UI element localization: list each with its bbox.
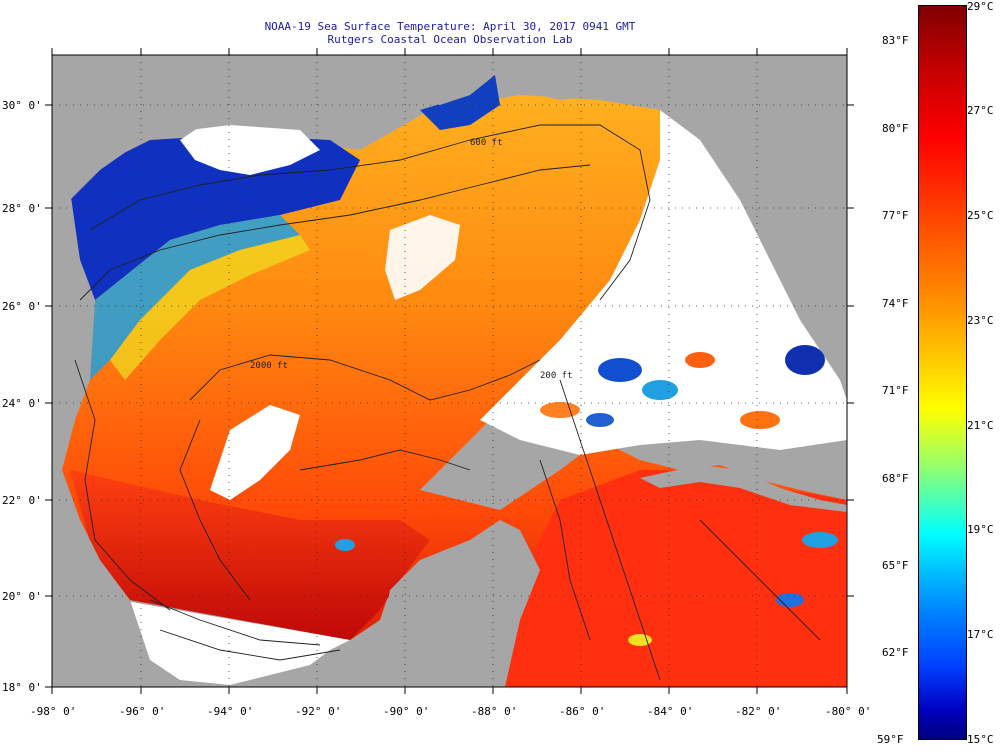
lon-label: -98° 0' <box>30 705 77 718</box>
cloud-east <box>480 110 847 455</box>
lon-label: -92° 0' <box>295 705 342 718</box>
north-coast-land <box>52 55 660 215</box>
lon-label: -84° 0' <box>647 705 694 718</box>
colorbar-c-label: 17°C <box>967 628 994 641</box>
cloud-sw <box>120 600 350 685</box>
florida-peninsula <box>660 55 847 350</box>
green-transition <box>110 235 310 380</box>
bathymetry-contours <box>74 124 821 681</box>
colorbar-c-label: 21°C <box>967 419 994 432</box>
graticule <box>52 55 847 687</box>
map-subtitle: Rutgers Coastal Ocean Observation Lab <box>327 33 573 46</box>
contour-label-600ft: 600 ft <box>470 138 503 148</box>
lon-label: -88° 0' <box>471 705 518 718</box>
cloud-upper <box>385 215 460 300</box>
colorbar-c-label: 29°C <box>967 0 994 13</box>
lon-label: -80° 0' <box>825 705 872 718</box>
lat-label: 24° 0' <box>2 397 42 410</box>
cold-patch-mississippi <box>420 75 500 130</box>
colorbar-c-label: 23°C <box>967 314 994 327</box>
colorbar-f-label: 65°F <box>882 559 909 572</box>
lat-label: 26° 0' <box>2 300 42 313</box>
lat-label: 20° 0' <box>2 590 42 603</box>
colorbar-c-label: 19°C <box>967 523 994 536</box>
colorbar-c-label: 27°C <box>967 104 994 117</box>
contour-label-200ft: 200 ft <box>540 371 573 381</box>
colorbar-f-label: 59°F <box>877 733 904 746</box>
sst-map: 600 ft 2000 ft 200 ft <box>45 48 854 694</box>
lon-label: -82° 0' <box>735 705 782 718</box>
colorbar-f-label: 68°F <box>882 472 909 485</box>
colorbar-f-label: 71°F <box>882 384 909 397</box>
lon-label: -90° 0' <box>383 705 430 718</box>
colorbar-c-label: 15°C <box>967 733 994 746</box>
colorbar-f-label: 83°F <box>882 34 909 47</box>
cold-shelf-north-edge <box>90 215 300 380</box>
lon-label: -94° 0' <box>207 705 254 718</box>
map-frame <box>51 54 848 688</box>
lat-label: 28° 0' <box>2 202 42 215</box>
cuba-land <box>640 465 847 512</box>
lat-label: 22° 0' <box>2 494 42 507</box>
cloud-north <box>180 120 320 175</box>
caribbean-water <box>505 470 847 687</box>
cloud-central <box>210 405 300 500</box>
colorbar-c-label: 25°C <box>967 209 994 222</box>
colorbar-f-label: 77°F <box>882 209 909 222</box>
cold-shelf-north <box>70 135 360 300</box>
yucatan-land <box>330 520 540 687</box>
colorbar-f-label: 62°F <box>882 646 909 659</box>
colorbar-f-label: 80°F <box>882 122 909 135</box>
lat-label: 18° 0' <box>2 681 42 694</box>
lon-label: -96° 0' <box>119 705 166 718</box>
lon-label: -86° 0' <box>559 705 606 718</box>
contour-label-2000ft: 2000 ft <box>250 361 288 371</box>
map-title: NOAA-19 Sea Surface Temperature: April 3… <box>264 20 636 33</box>
mexico-west-land <box>52 200 180 687</box>
colorbar-f-label: 74°F <box>882 297 909 310</box>
tick-marks <box>45 48 854 694</box>
colorbar <box>918 5 967 740</box>
bay-of-campeche-water <box>70 470 430 640</box>
lat-label: 30° 0' <box>2 99 42 112</box>
